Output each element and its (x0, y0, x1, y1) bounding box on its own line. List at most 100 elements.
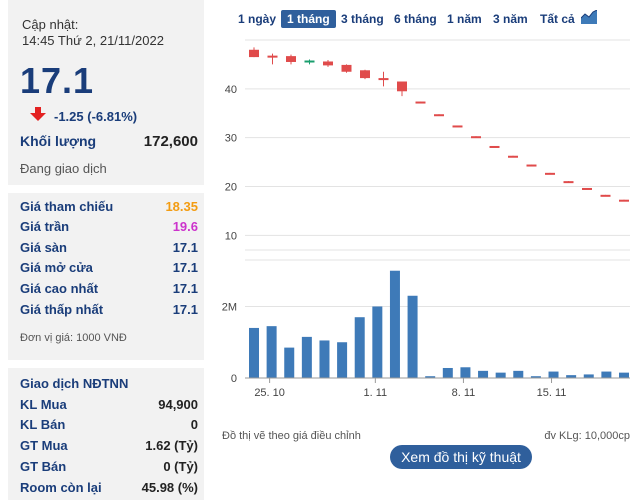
open-price-label: Giá mở cửa (20, 260, 93, 275)
volume-bar (354, 317, 365, 378)
candle-body (397, 81, 407, 92)
candle-body (360, 70, 370, 79)
y-tick-label: 0 (231, 373, 237, 385)
volume-bar (478, 370, 489, 378)
foreign-title: Giao dịch NĐTNN (20, 376, 129, 391)
candle-body (600, 194, 611, 197)
ref-price-value: 18.35 (165, 199, 198, 214)
candle-body (323, 61, 333, 66)
high-price-label: Giá cao nhất (20, 281, 99, 296)
updated-time: 14:45 Thứ 2, 21/11/2022 (22, 33, 164, 48)
candle-body (582, 187, 592, 190)
low-price-value: 17.1 (172, 302, 198, 317)
candle-body (249, 49, 259, 58)
volume-bar (266, 326, 277, 378)
candle-body (434, 114, 444, 117)
tab-1-day[interactable]: 1 ngày (238, 12, 277, 26)
volume-bar (566, 375, 577, 378)
volume-bar (249, 327, 259, 378)
y-tick-label: 30 (225, 133, 237, 145)
y-tick-label: 2M (222, 301, 237, 313)
ceil-price-value: 19.6 (172, 219, 198, 234)
foreign-room-label: Room còn lại (20, 480, 102, 495)
area-chart-icon[interactable] (581, 10, 597, 24)
candle-body (545, 172, 555, 175)
volume-bar (337, 342, 348, 378)
low-price-label: Giá thấp nhất (20, 302, 104, 317)
volume-bar (460, 367, 471, 378)
foreign-sell-vol-value: 0 (190, 417, 198, 432)
volume-unit-note: đv KLg: 10,000cp (544, 430, 630, 442)
volume-chart: 0 2M 25. 10 1. 11 8. 11 15. 11 (222, 259, 630, 399)
candle-body (378, 78, 389, 81)
open-price-value: 17.1 (172, 260, 198, 275)
tab-1-year[interactable]: 1 năm (447, 12, 482, 26)
trading-status: Đang giao dịch (20, 161, 107, 176)
volume-value: 172,600 (143, 133, 198, 150)
y-tick-label: 20 (225, 182, 237, 194)
tab-3-years[interactable]: 3 năm (493, 12, 528, 26)
quote-panel: Cập nhật: 14:45 Thứ 2, 21/11/2022 17.1 -… (8, 0, 204, 500)
updated-label: Cập nhật: (22, 17, 79, 32)
volume-bar (601, 371, 612, 378)
candle-body (341, 64, 352, 72)
tab-3-months[interactable]: 3 tháng (341, 12, 384, 26)
price-change: -1.25 (-6.81%) (54, 109, 138, 124)
volume-bar (530, 376, 541, 378)
current-price: 17.1 (20, 60, 95, 101)
foreign-buy-val-label: GT Mua (20, 438, 68, 453)
volume-bar (548, 371, 559, 378)
foreign-sell-val-value: 0 (Tỷ) (163, 459, 198, 474)
x-tick-label: 1. 11 (364, 387, 388, 399)
foreign-room-value: 45.98 (%) (141, 480, 198, 495)
x-tick-label: 15. 11 (537, 387, 567, 399)
candle-body (619, 199, 629, 202)
ref-price-label: Giá tham chiếu (20, 199, 114, 214)
volume-bar (284, 347, 295, 378)
price-unit-note: Đơn vị giá: 1000 VNĐ (20, 332, 127, 344)
candle-body (452, 125, 463, 128)
volume-bar (513, 370, 524, 378)
y-tick-label: 10 (225, 230, 237, 242)
volume-bar (301, 336, 312, 378)
candle-body (471, 136, 481, 139)
tab-6-months[interactable]: 6 tháng (394, 12, 437, 26)
candle-body (267, 55, 278, 58)
x-tick-label: 25. 10 (254, 387, 285, 399)
volume-bar (372, 306, 383, 378)
candle-body (415, 101, 426, 104)
x-tick-label: 8. 11 (452, 387, 476, 399)
tab-1-month[interactable]: 1 tháng (281, 10, 336, 28)
volume-bar (583, 374, 594, 378)
tab-all[interactable]: Tất cả (540, 12, 575, 26)
divider (8, 360, 204, 368)
ceil-price-label: Giá trần (20, 219, 70, 234)
candle-body (508, 155, 518, 158)
candle-body (526, 164, 537, 167)
candle-body (489, 145, 500, 148)
volume-bar (619, 372, 629, 378)
down-arrow-icon (30, 107, 46, 121)
volume-bar (425, 376, 436, 378)
volume-bar (495, 372, 506, 378)
foreign-buy-val-value: 1.62 (Tỷ) (145, 438, 198, 453)
high-price-value: 17.1 (172, 281, 198, 296)
foreign-sell-val-label: GT Bán (20, 459, 67, 474)
volume-bar (407, 295, 418, 378)
volume-bar (319, 340, 330, 378)
adjusted-price-note: Đồ thị vẽ theo giá điều chỉnh (222, 430, 361, 442)
foreign-buy-vol-label: KL Mua (20, 397, 67, 412)
technical-chart-button[interactable]: Xem đồ thị kỹ thuật (390, 445, 532, 469)
divider (8, 185, 204, 193)
volume-bar (389, 270, 400, 378)
floor-price-value: 17.1 (172, 240, 198, 255)
price-chart: 10 20 30 40 (225, 39, 630, 251)
volume-label: Khối lượng (20, 133, 97, 149)
foreign-sell-vol-label: KL Bán (20, 417, 66, 432)
foreign-buy-vol-value: 94,900 (158, 397, 198, 412)
candle-body (286, 56, 296, 62)
candle-body (563, 181, 574, 184)
y-tick-label: 40 (225, 84, 237, 96)
floor-price-label: Giá sàn (20, 240, 67, 255)
candle-body (304, 60, 315, 63)
